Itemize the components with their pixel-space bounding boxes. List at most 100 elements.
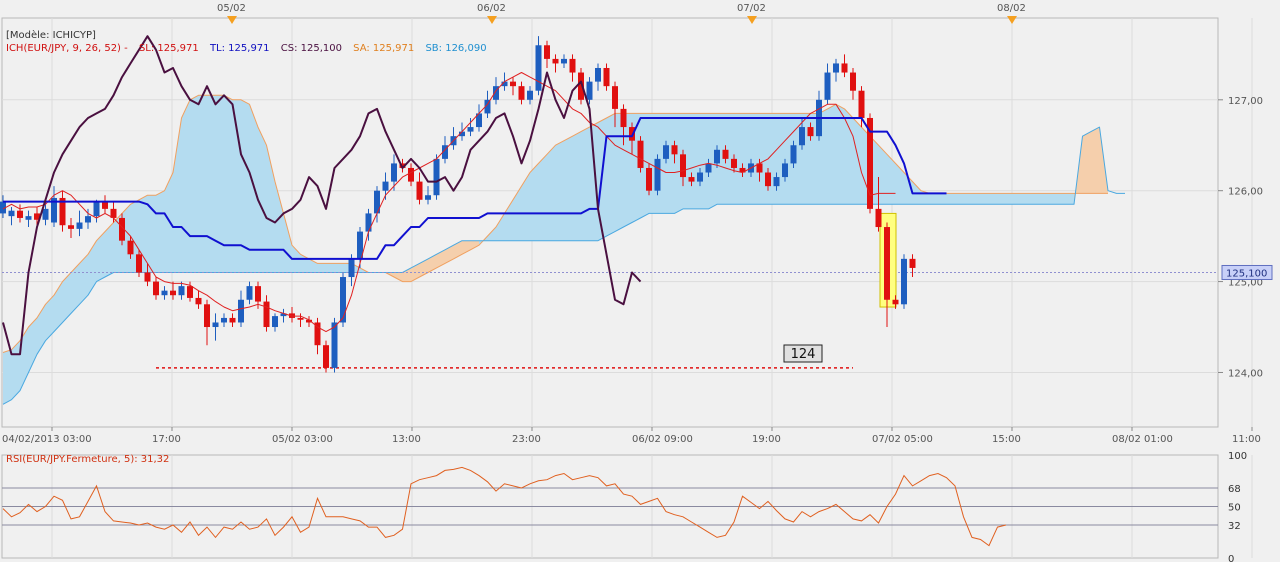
kumo-cloud-segment — [224, 95, 233, 273]
rsi-y-tick-label: 50 — [1228, 503, 1241, 514]
kumo-cloud-segment — [572, 131, 581, 241]
kumo-cloud-segment — [453, 240, 462, 259]
candle-body — [544, 45, 550, 59]
candle-body — [578, 72, 584, 100]
kumo-cloud-segment — [530, 163, 539, 241]
date-marker-label: 05/02 — [217, 3, 246, 14]
ich-label: ICH(EUR/JPY, 9, 26, 52) - — [6, 43, 128, 54]
kumo-cloud-segment — [62, 272, 71, 323]
candle-body — [433, 158, 440, 196]
kumo-cloud-segment — [96, 231, 105, 282]
candle-body — [8, 210, 15, 217]
date-marker-triangle — [227, 16, 237, 24]
candle-body — [654, 158, 661, 191]
kumo-cloud-segment — [904, 172, 913, 205]
kumo-cloud-segment — [1023, 193, 1032, 205]
kumo-cloud-segment — [844, 108, 853, 205]
candle-body — [731, 158, 737, 168]
x-tick-label: 05/02 03:00 — [272, 434, 333, 445]
kumo-cloud-segment — [1065, 193, 1074, 205]
kumo-cloud-segment — [445, 245, 454, 264]
x-tick-label: 13:00 — [392, 434, 421, 445]
date-marker-triangle — [747, 16, 757, 24]
date-marker-triangle — [1007, 16, 1017, 24]
rsi-label: RSI(EUR/JPY.Fermeture, 5): 31,32 — [6, 454, 170, 465]
candle-body — [867, 117, 873, 209]
candle-body — [501, 81, 508, 87]
kumo-cloud-segment — [708, 113, 717, 209]
rsi-line — [2, 466, 1007, 547]
kumo-cloud-segment — [334, 263, 343, 273]
kumo-cloud-segment — [317, 263, 326, 273]
current-price-label: 125,100 — [1226, 268, 1267, 279]
kumo-cloud-segment — [683, 113, 692, 209]
candle-body — [612, 86, 618, 109]
kumo-cloud-segment — [606, 113, 615, 237]
kumo-cloud-segment — [470, 240, 479, 250]
kumo-cloud-segment — [768, 113, 777, 205]
candle-body — [238, 299, 244, 323]
x-tick-label: 07/02 05:00 — [872, 434, 933, 445]
candle-body — [552, 58, 559, 64]
candle-body — [348, 258, 355, 278]
candle-body — [255, 286, 261, 302]
model-label: [Modèle: ICHICYP] — [6, 30, 96, 41]
candle-body — [595, 67, 601, 82]
kumo-cloud-segment — [198, 95, 207, 273]
price-y-tick-label: 125,00 — [1228, 278, 1263, 289]
candle-body — [127, 240, 134, 255]
tl-value: TL: 125,971 — [209, 43, 270, 54]
candle-body — [467, 127, 474, 132]
candle-body — [688, 177, 695, 182]
candle-body — [331, 322, 338, 368]
kumo-cloud-segment — [547, 145, 556, 241]
sb-value: SB: 126,090 — [425, 43, 487, 54]
x-tick-label: 08/02 01:00 — [1112, 434, 1173, 445]
kumo-cloud-segment — [487, 227, 496, 241]
candle-body — [263, 301, 270, 328]
kumo-cloud-segment — [691, 113, 700, 209]
candle-body — [187, 286, 193, 298]
candle-body — [382, 181, 389, 191]
kumo-cloud-segment — [266, 145, 275, 273]
kumo-cloud-segment — [1006, 193, 1015, 205]
kumo-cloud-segment — [1014, 193, 1023, 205]
date-marker-label: 06/02 — [477, 3, 506, 14]
candle-body — [323, 345, 329, 368]
date-marker-triangle — [487, 16, 497, 24]
candle-body — [671, 145, 678, 155]
kumo-cloud-segment — [28, 317, 37, 373]
kumo-cloud-segment — [190, 95, 199, 273]
kumo-cloud-segment — [581, 127, 590, 241]
kumo-cloud-segment — [428, 254, 437, 273]
candle-body — [246, 286, 253, 300]
candle-body — [493, 86, 499, 100]
candle-body — [569, 58, 576, 73]
kumo-cloud-segment — [734, 113, 743, 205]
candle-body — [110, 208, 117, 218]
candle-body — [697, 172, 703, 182]
candle-body — [680, 154, 686, 178]
kumo-cloud-segment — [147, 195, 156, 273]
kumo-cloud-segment — [674, 113, 683, 214]
price-y-tick-label: 124,00 — [1228, 368, 1263, 379]
candle-body — [280, 313, 287, 317]
kumo-cloud-segment — [1057, 193, 1066, 205]
candle-body — [637, 140, 644, 168]
kumo-cloud-segment — [207, 95, 216, 273]
kumo-cloud-segment — [997, 193, 1006, 205]
candle-body — [714, 149, 720, 164]
candle-body — [476, 113, 482, 128]
kumo-cloud-segment — [759, 113, 768, 205]
kumo-cloud-segment — [215, 95, 224, 273]
candle-body — [663, 145, 669, 159]
candle-body — [340, 277, 346, 323]
kumo-cloud-segment — [640, 113, 649, 218]
kumo-cloud-segment — [615, 113, 624, 232]
candle-body — [76, 222, 83, 229]
candle-body — [0, 201, 6, 214]
kumo-cloud-segment — [496, 213, 505, 241]
candle-body — [204, 304, 210, 328]
kumo-cloud-segment — [946, 193, 955, 205]
